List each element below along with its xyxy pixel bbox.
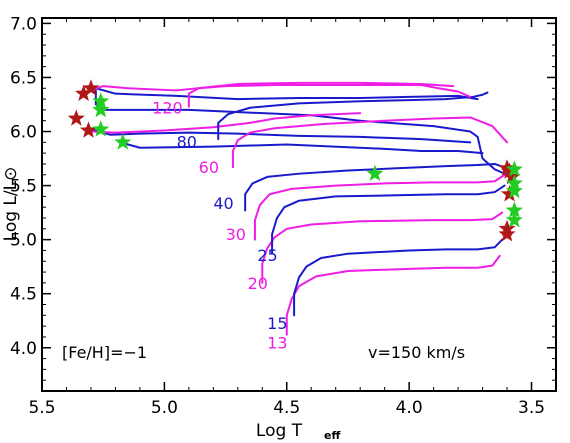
y-tick-label: 4.0	[10, 339, 37, 359]
y-axis-label: Log L/L⊙	[1, 167, 21, 242]
y-tick-label: 6.0	[10, 123, 37, 143]
track-25-msun	[271, 184, 506, 255]
x-tick-label: 5.0	[151, 398, 178, 418]
green-star-marker-8	[114, 133, 132, 150]
x-tick-label: 4.5	[273, 398, 300, 418]
track-120-msun	[187, 84, 472, 108]
connector-line-4	[82, 81, 455, 94]
y-tick-label: 6.5	[10, 68, 37, 88]
plot-frame	[41, 17, 557, 392]
red-star-marker-11	[500, 162, 519, 179]
red-star-marker-12	[503, 167, 521, 185]
mass-label-120: 120	[152, 99, 183, 118]
connector-line-5	[89, 128, 472, 144]
track-15-msun	[293, 238, 504, 317]
mass-label-20: 20	[248, 274, 268, 293]
stars-layer	[67, 79, 523, 242]
track-40-msun	[244, 162, 509, 212]
track-30-msun	[253, 173, 506, 241]
x-axis-label-subscript: eff	[324, 429, 340, 442]
axes-layer: 5.5 5.0 4.5 4.0 3.5 4.0 4.5 5.0 5.5 6.0 6.5 7.0	[10, 14, 557, 418]
red-star-marker-15	[498, 225, 516, 242]
connector-line-2	[119, 141, 484, 155]
connector-line-3	[94, 87, 479, 101]
mass-label-25: 25	[257, 246, 277, 265]
green-star-marker-18	[505, 201, 523, 218]
red-star-marker-13	[500, 185, 519, 202]
track-13-msun	[285, 254, 501, 336]
green-star-marker-20	[505, 182, 523, 199]
metallicity-annotation: [Fe/H]=−1	[62, 343, 147, 362]
red-star-marker-1	[75, 84, 93, 101]
y-tick-label: 5.0	[10, 231, 37, 251]
red-star-marker-4	[79, 121, 98, 138]
green-star-marker-6	[92, 100, 110, 118]
mass-label-13: 13	[267, 333, 287, 352]
track-20-msun	[261, 211, 504, 284]
green-star-marker-7	[92, 120, 110, 137]
x-tick-label: 4.0	[396, 398, 423, 418]
y-tick-label: 7.0	[10, 14, 37, 34]
velocity-annotation: v=150 km/s	[368, 343, 465, 362]
mass-label-15: 15	[267, 314, 287, 333]
mass-label-30: 30	[226, 225, 246, 244]
x-tick-label: 3.5	[518, 398, 545, 418]
mass-label-40: 40	[213, 194, 233, 213]
green-star-marker-5	[92, 92, 110, 109]
track-80-msun	[217, 91, 489, 141]
connector-line-6	[89, 112, 362, 134]
mass-label-80: 80	[177, 132, 197, 151]
x-tick-label: 5.5	[28, 398, 55, 418]
red-star-marker-3	[67, 109, 85, 126]
x-axis-label: Log T	[256, 421, 303, 441]
green-star-marker-9	[366, 164, 384, 181]
green-star-marker-16	[505, 160, 523, 177]
red-star-marker-2	[82, 79, 100, 96]
tracks-layer	[82, 81, 509, 336]
mass-label-60: 60	[199, 158, 219, 177]
green-star-marker-19	[505, 211, 523, 228]
track-60-msun	[231, 116, 509, 169]
y-tick-label: 4.5	[10, 285, 37, 305]
y-tick-label: 5.5	[10, 177, 37, 197]
